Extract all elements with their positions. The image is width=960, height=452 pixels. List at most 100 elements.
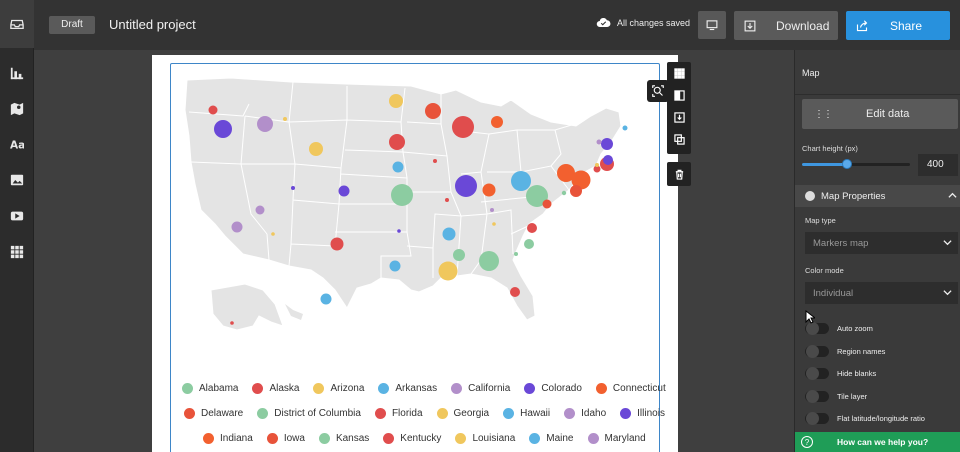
help-icon: ?: [801, 436, 813, 448]
slider-fill: [802, 163, 848, 166]
edit-data-label: Edit data: [866, 108, 910, 120]
hawaii: [285, 304, 303, 320]
text-icon[interactable]: Aa: [7, 134, 27, 154]
share-button[interactable]: Share: [846, 11, 950, 40]
color-mode-select[interactable]: Individual: [805, 282, 958, 304]
globe-icon: [805, 191, 815, 201]
export-element-button[interactable]: [667, 106, 691, 128]
zoom-button[interactable]: [647, 80, 669, 102]
auto-zoom-toggle[interactable]: Auto zoom: [805, 322, 873, 335]
chevron-up-icon: [948, 192, 957, 198]
grid-layout-button[interactable]: [667, 62, 691, 84]
split-view-button[interactable]: [667, 84, 691, 106]
help-widget[interactable]: ? How can we help you?: [795, 432, 960, 452]
legend-item[interactable]: Hawaii: [503, 408, 550, 419]
legend-row-3: Indiana Iowa Kansas Kentucky Louisiana M…: [203, 433, 660, 444]
svg-text:Aa: Aa: [10, 139, 24, 151]
download-label: Download: [776, 18, 830, 33]
export-icon: [673, 111, 685, 123]
legend-item[interactable]: Delaware: [184, 408, 243, 419]
legend-item[interactable]: Indiana: [203, 433, 253, 444]
region-names-toggle[interactable]: Region names: [805, 345, 886, 358]
chart-height-label: Chart height (px): [802, 144, 858, 153]
split-view-icon: [673, 89, 685, 101]
chart-icon[interactable]: [7, 63, 27, 83]
video-icon[interactable]: [7, 206, 27, 226]
draft-badge: Draft: [49, 16, 95, 34]
toggle-label: Tile layer: [837, 392, 868, 401]
legend-item[interactable]: Maryland: [587, 433, 646, 444]
canvas: Alabama Alaska Arizona Arkansas Californ…: [152, 55, 678, 452]
image-icon[interactable]: [7, 170, 27, 190]
tile-layer-toggle[interactable]: Tile layer: [805, 390, 868, 403]
table-icon: ⋮⋮: [814, 108, 833, 120]
legend-item[interactable]: California: [451, 383, 510, 394]
chevron-down-icon: [943, 240, 952, 246]
legend-item[interactable]: Iowa: [266, 433, 305, 444]
flat-ratio-toggle[interactable]: Flat latitude/longitude ratio: [805, 412, 925, 425]
slider-handle[interactable]: [842, 159, 853, 169]
map-type-label: Map type: [805, 216, 836, 225]
edit-data-button[interactable]: ⋮⋮ Edit data: [802, 99, 958, 129]
project-title[interactable]: Untitled project: [109, 17, 196, 32]
grid-icon[interactable]: [7, 242, 27, 262]
monitor-icon: [706, 20, 718, 31]
mouse-cursor-icon: [805, 310, 815, 324]
map-chart[interactable]: [170, 63, 669, 452]
legend-item[interactable]: Kentucky: [383, 433, 441, 444]
share-icon: [856, 19, 868, 31]
toggle-label: Region names: [837, 347, 886, 356]
color-mode-value: Individual: [813, 287, 854, 299]
zoom-icon: [652, 85, 664, 97]
map-properties-header[interactable]: Map Properties: [795, 185, 960, 207]
legend-item[interactable]: Arizona: [313, 383, 364, 394]
toggle-switch[interactable]: [805, 412, 829, 425]
toggle-switch[interactable]: [805, 367, 829, 380]
divider: [795, 94, 960, 95]
legend-item[interactable]: Louisiana: [455, 433, 515, 444]
duplicate-icon: [673, 133, 685, 145]
hide-blanks-toggle[interactable]: Hide blanks: [805, 367, 876, 380]
legend-item[interactable]: Alabama: [182, 383, 238, 394]
legend-item[interactable]: Maine: [529, 433, 574, 444]
map-type-select[interactable]: Markers map: [805, 232, 958, 254]
save-status: All changes saved: [596, 17, 690, 28]
chevron-down-icon: [943, 290, 952, 296]
legend-item[interactable]: District of Columbia: [257, 408, 361, 419]
toggle-switch[interactable]: [805, 322, 829, 335]
trash-icon: [675, 169, 683, 180]
legend-item[interactable]: Idaho: [564, 408, 606, 419]
top-bar: Draft Untitled project All changes saved…: [34, 0, 960, 50]
preview-button[interactable]: [698, 11, 726, 39]
inbox-icon[interactable]: [0, 0, 34, 48]
download-button[interactable]: Download: [734, 11, 838, 40]
map-type-value: Markers map: [813, 237, 869, 249]
chart-height-slider[interactable]: [802, 159, 910, 169]
toggle-switch[interactable]: [805, 390, 829, 403]
map-markers: [208, 94, 628, 325]
left-rail: Aa: [0, 0, 34, 452]
chart-height-input[interactable]: 400: [918, 154, 958, 176]
legend-item[interactable]: Arkansas: [378, 383, 437, 394]
legend-item[interactable]: Alaska: [252, 383, 299, 394]
properties-panel: Map ⋮⋮ Edit data Chart height (px) 400 M…: [794, 50, 960, 452]
cloud-check-icon: [596, 17, 611, 27]
legend-item[interactable]: Illinois: [620, 408, 665, 419]
legend-row-1: Alabama Alaska Arizona Arkansas Californ…: [182, 383, 680, 394]
grid-layout-icon: [673, 67, 685, 79]
share-label: Share: [890, 18, 923, 33]
legend-item[interactable]: Georgia: [436, 408, 489, 419]
color-mode-label: Color mode: [805, 266, 844, 275]
legend-item[interactable]: Connecticut: [595, 383, 666, 394]
legend-item[interactable]: Kansas: [318, 433, 369, 444]
delete-button[interactable]: [667, 162, 691, 186]
map-pin-icon[interactable]: [7, 99, 27, 119]
toggle-switch[interactable]: [805, 345, 829, 358]
legend-item[interactable]: Florida: [374, 408, 423, 419]
element-toolbar: [667, 62, 691, 154]
panel-title: Map: [802, 68, 820, 78]
legend-item[interactable]: Colorado: [524, 383, 582, 394]
legend-row-2: Delaware District of Columbia Florida Ge…: [184, 408, 679, 419]
alaska: [210, 283, 284, 331]
duplicate-button[interactable]: [667, 128, 691, 150]
